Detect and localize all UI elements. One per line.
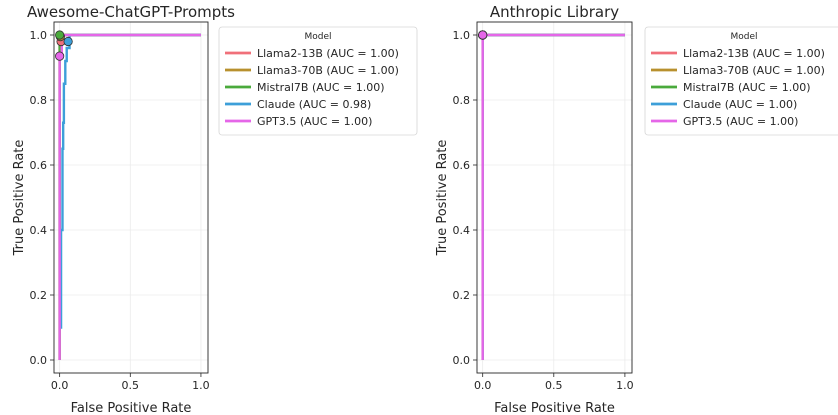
y-tick-label: 0.8 — [30, 94, 48, 107]
y-tick-label: 0.8 — [453, 94, 471, 107]
legend-label-2: Llama3-70B (AUC = 1.00) — [683, 64, 825, 77]
y-tick-label: 0.4 — [30, 224, 48, 237]
legend-label-5: GPT3.5 (AUC = 1.00) — [683, 115, 798, 128]
y-tick-label: 1.0 — [30, 29, 48, 42]
x-tick-label: 0.0 — [51, 379, 69, 392]
chart-2: 0.0 0.5 1.0 0.0 0.2 0.4 0.6 0.8 1.0 Anthropic Lib… — [435, 3, 838, 415]
legend-title: Model — [730, 32, 757, 42]
legend-label-4: Claude (AUC = 0.98) — [257, 98, 371, 111]
legend-label-1: Llama2-13B (AUC = 1.00) — [257, 47, 399, 60]
legend: Model Llama2-13B (AUC = 1.00) Llama3-70B (… — [218, 26, 418, 136]
x-tick-label: 1.0 — [616, 379, 634, 392]
chart-1: 0.0 0.5 1.0 0.0 0.2 0.4 0.6 0.8 1.0 Awesome-ChatG… — [12, 3, 418, 415]
y-tick-label: 0.2 — [453, 289, 471, 302]
legend-label-2: Llama3-70B (AUC = 1.00) — [257, 64, 399, 77]
x-axis-label: False Positive Rate — [494, 401, 615, 415]
chart-title: Awesome-ChatGPT-Prompts — [27, 3, 235, 21]
y-tick-label: 1.0 — [453, 29, 471, 42]
x-tick-label: 0.5 — [545, 379, 563, 392]
y-axis-label: True Positive Rate — [12, 140, 27, 257]
y-tick-label: 0.0 — [30, 354, 48, 367]
chart-title: Anthropic Library — [490, 3, 619, 21]
x-tick-label: 1.0 — [192, 379, 210, 392]
series-marker-4 — [63, 36, 73, 47]
legend-label-3: Mistral7B (AUC = 1.00) — [683, 81, 811, 94]
x-tick-label: 0.5 — [122, 379, 140, 392]
legend-label-4: Claude (AUC = 1.00) — [683, 98, 797, 111]
series-marker-5 — [55, 51, 65, 61]
legend-label-1: Llama2-13B (AUC = 1.00) — [683, 47, 825, 60]
series-line-4 — [59, 33, 201, 329]
legend-box — [644, 26, 838, 136]
y-axis-label: True Positive Rate — [435, 140, 450, 257]
legend: Model Llama2-13B (AUC = 1.00) Llama3-70B (… — [644, 26, 838, 136]
y-tick-label: 0.2 — [30, 289, 48, 302]
plot-frame — [53, 21, 209, 374]
x-axis-label: False Positive Rate — [71, 401, 192, 415]
series-marker-5 — [478, 30, 488, 40]
y-tick-label: 0.4 — [453, 224, 471, 237]
legend-box — [218, 26, 418, 136]
x-tick-label: 0.0 — [474, 379, 492, 392]
series-marker-3 — [55, 30, 65, 40]
plot-frame — [476, 21, 633, 374]
y-tick-label: 0.6 — [30, 159, 48, 172]
legend-title: Model — [304, 32, 331, 42]
legend-label-5: GPT3.5 (AUC = 1.00) — [257, 115, 372, 128]
y-tick-label: 0.0 — [453, 354, 471, 367]
y-tick-label: 0.6 — [453, 159, 471, 172]
legend-label-3: Mistral7B (AUC = 1.00) — [257, 81, 385, 94]
